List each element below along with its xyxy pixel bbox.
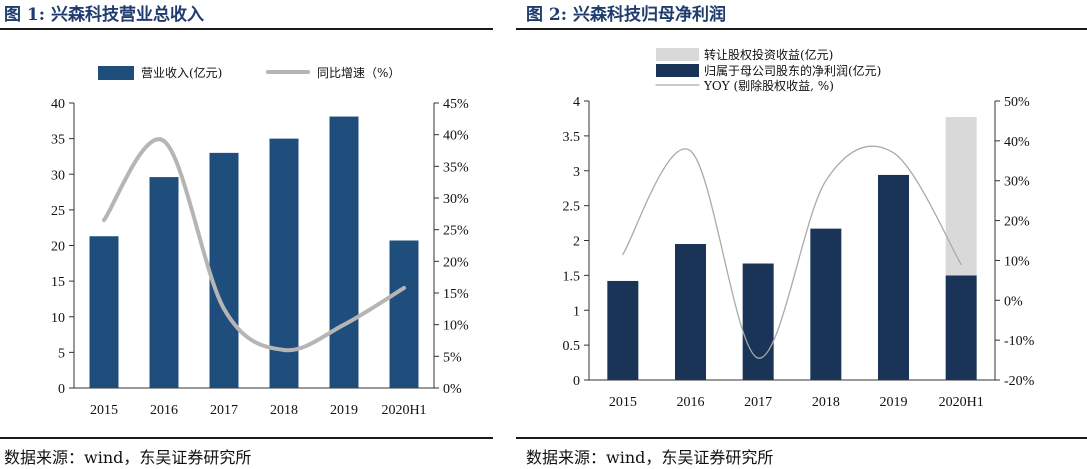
chart1-legend-label: 同比增速（%） — [317, 66, 400, 80]
chart1-left-tick-label: 15 — [51, 275, 65, 290]
chart2-right-tick-label: 0% — [1004, 294, 1023, 309]
chart2-legend-swatch — [656, 64, 699, 77]
chart2-bar-series1 — [810, 228, 842, 380]
chart1-bar-series1 — [149, 177, 179, 388]
chart1-bar-series1 — [89, 236, 119, 388]
chart2-left-tick-label: 0 — [573, 374, 580, 389]
chart2-left-tick-label: 0.5 — [563, 339, 581, 354]
chart2-category-label: 2015 — [609, 395, 637, 410]
chart1-right-tick-label: 20% — [443, 255, 469, 270]
chart1-right-tick-label: 35% — [443, 160, 469, 175]
chart2-category-label: 2016 — [677, 395, 705, 410]
chart1-left-tick-label: 40 — [51, 97, 65, 112]
chart1-legend-label: 营业收入(亿元) — [141, 65, 222, 80]
chart1-bar-series1 — [329, 116, 359, 388]
chart1-left-tick-label: 5 — [58, 346, 65, 361]
chart2-right-tick-label: -20% — [1004, 374, 1035, 389]
chart2-legend-label: 归属于母公司股东的净利润(亿元) — [704, 63, 881, 78]
chart2-line-series — [622, 145, 962, 359]
chart2-left-tick-label: 2 — [573, 235, 580, 250]
chart1-left-tick-label: 25 — [51, 204, 65, 219]
chart2-right-tick-label: -10% — [1004, 334, 1035, 349]
chart1-left-tick-label: 10 — [51, 311, 65, 326]
chart2-legend-label: 转让股权投资收益(亿元) — [704, 47, 833, 62]
chart1-bar-series1 — [209, 152, 239, 388]
chart1-category-label: 2018 — [270, 403, 298, 418]
chart1-left-tick-label: 20 — [51, 240, 65, 255]
chart1-right-tick-label: 45% — [443, 97, 469, 112]
chart2-legend-swatch — [656, 48, 699, 61]
chart2-bar-series1 — [878, 174, 909, 380]
chart1-category-label: 2019 — [330, 403, 358, 418]
chart2-left-tick-label: 3 — [573, 165, 580, 180]
chart1-right-tick-label: 5% — [443, 350, 462, 365]
chart2-category-label: 2017 — [744, 395, 772, 410]
chart1-left-tick-label: 30 — [51, 168, 65, 183]
chart2-right-tick-label: 20% — [1004, 215, 1030, 230]
figure-1-source: 数据来源：wind，东吴证券研究所 — [4, 448, 252, 467]
chart1-right-tick-label: 30% — [443, 192, 469, 207]
chart2-left-tick-label: 2.5 — [563, 200, 581, 215]
chart1-category-label: 2016 — [150, 403, 178, 418]
chart2-left-tick-label: 1 — [573, 304, 580, 319]
chart1-right-tick-label: 40% — [443, 129, 469, 144]
chart1-bar-series1 — [389, 240, 419, 388]
figure-1-top-rule — [0, 28, 493, 30]
chart1-right-tick-label: 15% — [443, 287, 469, 302]
chart2-bar-series1 — [742, 263, 774, 380]
chart1-left-tick-label: 0 — [58, 382, 65, 397]
chart2-bar-series1 — [945, 275, 977, 380]
chart2-right-tick-label: 30% — [1004, 175, 1030, 190]
chart1-category-label: 2020H1 — [381, 403, 426, 418]
figure-2-title: 图 2: 兴森科技归母净利润 — [526, 5, 726, 25]
chart2-category-label: 2019 — [880, 395, 908, 410]
chart1-category-label: 2015 — [90, 403, 118, 418]
chart1-category-label: 2017 — [210, 403, 238, 418]
chart1-line-series — [102, 137, 406, 353]
figure-2-bottom-rule — [516, 437, 1087, 439]
chart1-legend-swatch — [98, 66, 134, 80]
chart2-left-tick-label: 3.5 — [563, 130, 581, 145]
chart2-right-tick-label: 50% — [1004, 95, 1030, 110]
chart2-bar-series1 — [675, 243, 706, 380]
figure-1-title: 图 1: 兴森科技营业总收入 — [4, 5, 204, 25]
chart2-category-label: 2018 — [812, 395, 840, 410]
chart2-right-tick-label: 40% — [1004, 135, 1030, 150]
chart2-legend-label: YOY (剔除股权收益, %) — [703, 78, 834, 93]
chart2-left-tick-label: 1.5 — [563, 269, 581, 284]
chart1-right-tick-label: 25% — [443, 224, 469, 239]
chart2-bar-series1 — [607, 280, 639, 380]
figure-2-source: 数据来源：wind，东吴证券研究所 — [526, 448, 774, 467]
chart2-bar-series2 — [945, 117, 977, 276]
figure-2-top-rule — [516, 28, 1087, 30]
chart1-right-tick-label: 10% — [443, 319, 469, 334]
chart2-left-tick-label: 4 — [573, 95, 580, 110]
figure-1-bottom-rule — [0, 437, 493, 439]
chart2-right-tick-label: 10% — [1004, 254, 1030, 269]
chart2-category-label: 2020H1 — [939, 395, 984, 410]
chart1-left-tick-label: 35 — [51, 133, 65, 148]
chart1-right-tick-label: 0% — [443, 382, 462, 397]
